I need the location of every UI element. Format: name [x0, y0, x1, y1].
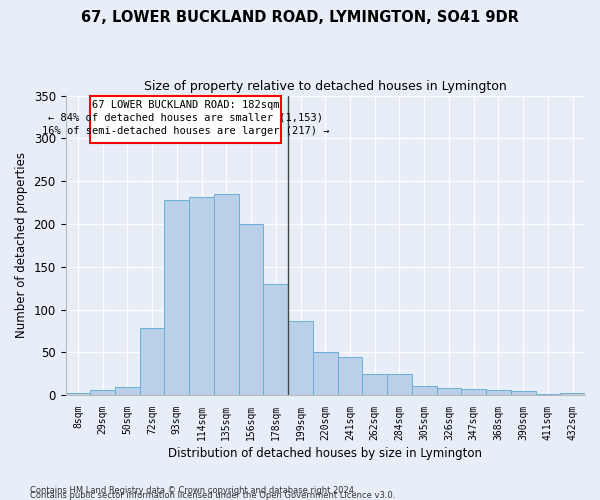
Bar — [214, 194, 239, 395]
Text: Contains public sector information licensed under the Open Government Licence v3: Contains public sector information licen… — [30, 490, 395, 500]
Text: 67 LOWER BUCKLAND ROAD: 182sqm: 67 LOWER BUCKLAND ROAD: 182sqm — [92, 100, 279, 110]
X-axis label: Distribution of detached houses by size in Lymington: Distribution of detached houses by size … — [168, 447, 482, 460]
Text: 16% of semi-detached houses are larger (217) →: 16% of semi-detached houses are larger (… — [42, 126, 329, 136]
Bar — [288, 320, 313, 395]
Bar — [90, 390, 115, 395]
Bar — [115, 388, 140, 395]
Bar — [461, 389, 486, 395]
Bar — [560, 392, 585, 395]
Bar — [536, 394, 560, 395]
Text: Contains HM Land Registry data © Crown copyright and database right 2024.: Contains HM Land Registry data © Crown c… — [30, 486, 356, 495]
Bar — [239, 224, 263, 395]
Bar — [189, 196, 214, 395]
Text: 67, LOWER BUCKLAND ROAD, LYMINGTON, SO41 9DR: 67, LOWER BUCKLAND ROAD, LYMINGTON, SO41… — [81, 10, 519, 25]
Bar — [164, 200, 189, 395]
Text: ← 84% of detached houses are smaller (1,153): ← 84% of detached houses are smaller (1,… — [48, 112, 323, 122]
Bar — [412, 386, 437, 395]
Bar — [338, 358, 362, 395]
Bar — [65, 394, 90, 395]
Bar — [362, 374, 387, 395]
Bar — [486, 390, 511, 395]
Bar — [511, 391, 536, 395]
Bar — [140, 328, 164, 395]
Title: Size of property relative to detached houses in Lymington: Size of property relative to detached ho… — [144, 80, 506, 93]
Bar — [387, 374, 412, 395]
Bar — [313, 352, 338, 395]
Bar — [437, 388, 461, 395]
Bar — [263, 284, 288, 395]
Y-axis label: Number of detached properties: Number of detached properties — [15, 152, 28, 338]
FancyBboxPatch shape — [90, 96, 281, 142]
